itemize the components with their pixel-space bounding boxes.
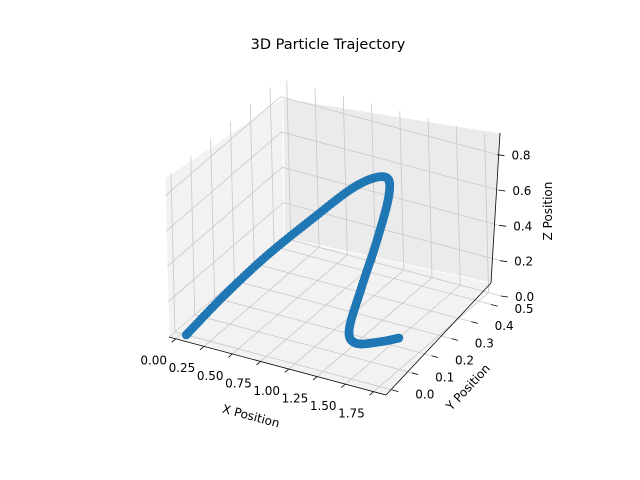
x-tick-label: 0.75 <box>225 376 252 390</box>
x-axis-label: X Position <box>221 402 281 431</box>
x-tick-mark <box>199 346 205 351</box>
trajectory-point <box>394 333 404 343</box>
x-tick-mark <box>284 368 290 373</box>
x-tick-label: 1.00 <box>253 384 280 398</box>
y-tick-mark <box>451 338 459 341</box>
axis-ticks: 0.000.250.500.751.001.251.501.750.00.10.… <box>140 149 534 421</box>
x-tick-mark <box>228 353 233 358</box>
z-tick-label: 0.8 <box>511 149 530 163</box>
x-tick-label: 1.75 <box>338 407 365 421</box>
x-tick-label: 0.00 <box>140 354 167 368</box>
x-tick-label: 1.25 <box>282 391 309 405</box>
y-tick-label: 0.5 <box>514 302 533 316</box>
x-tick-label: 1.50 <box>310 399 337 413</box>
y-tick-label: 0.1 <box>435 370 454 384</box>
axis-lines <box>168 132 501 396</box>
x-tick-mark <box>341 383 346 388</box>
y-axis-line <box>385 282 492 396</box>
z-tick-mark <box>500 260 508 263</box>
axes-panes <box>164 97 501 396</box>
x-tick-mark <box>171 338 177 343</box>
y-tick-mark <box>391 389 399 393</box>
x-tick-mark <box>312 376 318 381</box>
y-tick-mark <box>490 304 498 307</box>
z-tick-label: 0.6 <box>512 184 531 198</box>
z-gridline <box>166 166 500 267</box>
z-gridline <box>167 202 501 302</box>
z-tick-mark <box>498 189 506 192</box>
z-tick-label: 0.4 <box>513 219 532 233</box>
y-tick-label: 0.2 <box>455 353 474 367</box>
trajectory-points <box>181 172 404 349</box>
y-tick-label: 0.4 <box>495 319 514 333</box>
z-tick-mark <box>497 154 505 157</box>
x-tick-label: 0.50 <box>197 369 224 383</box>
z-tick-label: 0.0 <box>515 290 534 304</box>
x-axis-line <box>168 336 387 396</box>
y-tick-label: 0.3 <box>475 336 494 350</box>
y-tick-label: 0.0 <box>415 388 434 402</box>
z-tick-mark <box>499 224 507 227</box>
z-tick-mark <box>500 295 509 298</box>
x-tick-mark <box>369 391 374 396</box>
y-tick-mark <box>471 321 478 324</box>
x-tick-label: 0.25 <box>169 361 196 375</box>
z-axis-line <box>490 132 501 284</box>
chart-title: 3D Particle Trajectory <box>251 37 406 53</box>
y-tick-mark <box>411 372 419 375</box>
x-tick-mark <box>256 361 261 366</box>
z-gridline <box>165 96 498 196</box>
z-tick-label: 0.2 <box>514 255 533 269</box>
z-gridline <box>166 131 499 232</box>
y-axis-label: Y Position <box>443 361 493 414</box>
z-axis-label: Z Position <box>541 182 555 241</box>
y-tick-mark <box>431 355 439 358</box>
